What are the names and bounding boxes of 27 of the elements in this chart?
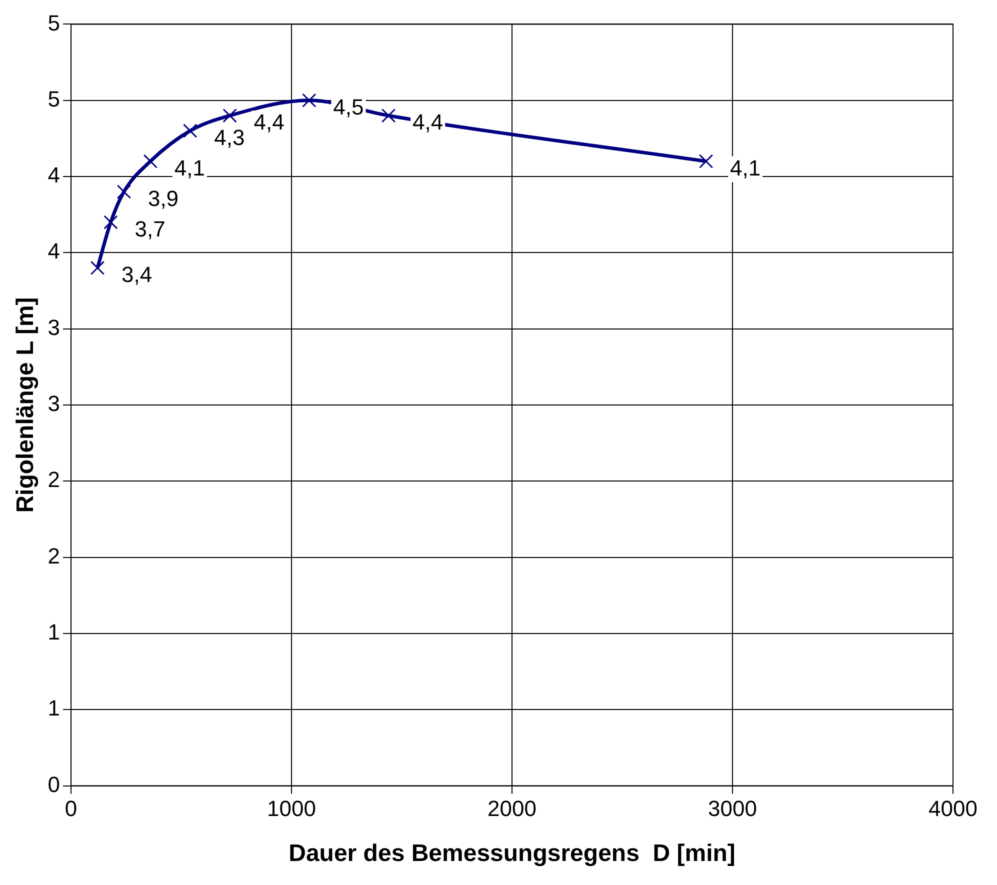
data-label: 4,4 [412,110,444,135]
y-tick-label: 5 [48,86,60,112]
y-tick-label: 3 [48,314,60,340]
y-tick-label: 1 [48,696,60,721]
x-tick-label: 2000 [488,796,536,822]
y-tick-label: 4 [48,238,60,264]
y-tick-label: 3 [48,391,60,416]
y-tick-label: 1 [48,620,60,645]
data-label: 4,4 [254,110,284,135]
y-tick-label: 5 [48,10,60,36]
data-label: 3,9 [148,186,179,211]
y-tick-label: 0 [48,772,60,797]
data-label: 4,1 [174,155,206,180]
x-tick-label: 3000 [708,796,757,822]
data-label: 3,7 [134,216,166,242]
x-tick-label: 4000 [928,796,978,822]
x-tick-label: 0 [64,796,78,822]
y-tick-label: 2 [48,543,60,568]
x-axis-title: Dauer des Bemessungsregens D [min] [288,840,736,868]
data-label: 3,4 [121,262,152,287]
y-axis-title: Rigolenlänge L [m] [12,297,40,513]
data-label: 4,5 [333,94,364,120]
data-label: 4,3 [214,124,245,150]
x-tick-label: 1000 [267,796,316,822]
y-tick-label: 4 [48,162,60,188]
y-tick-label: 2 [48,467,60,492]
data-label: 4,1 [730,155,761,180]
